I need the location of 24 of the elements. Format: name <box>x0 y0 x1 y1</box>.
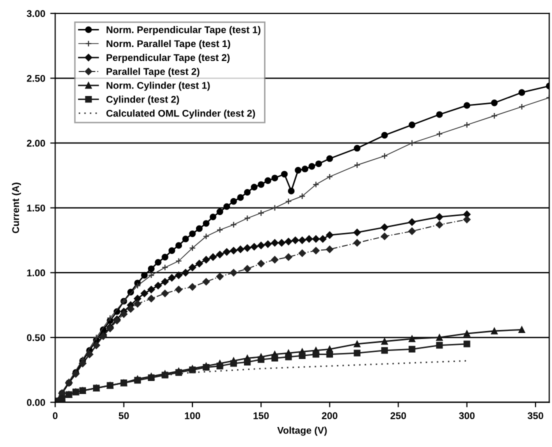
x-tick-label: 300 <box>459 412 475 420</box>
legend-label: Norm. Cylinder (test 1) <box>106 82 210 91</box>
x-tick-label: 250 <box>390 412 406 420</box>
legend-label: Parallel Tape (test 2) <box>106 68 200 77</box>
y-tick-label: 1.50 <box>27 204 46 212</box>
y-tick-label: 2.50 <box>26 74 46 82</box>
x-tick-label: 100 <box>184 412 200 420</box>
y-tick-label: 3.00 <box>26 10 46 18</box>
x-tick-label: 0 <box>52 412 58 420</box>
y-tick-label: 0.00 <box>26 399 46 406</box>
legend-label: Cylinder (test 2) <box>106 96 179 105</box>
y-axis-title: Current (A) <box>12 182 21 234</box>
legend-label: Perpendicular Tape (test 2) <box>106 54 230 63</box>
x-tick-label: 200 <box>322 412 338 420</box>
legend-label: Norm. Perpendicular Tape (test 1) <box>106 26 260 36</box>
x-tick-label: 150 <box>254 412 269 420</box>
x-tick-label: 350 <box>528 412 544 420</box>
x-axis-title: Voltage (V) <box>277 426 327 436</box>
y-tick-label: 0.50 <box>26 334 46 342</box>
x-tick-label: 50 <box>118 412 129 420</box>
legend-label: Calculated OML Cylinder (test 2) <box>106 110 255 119</box>
y-tick-label: 1.00 <box>27 269 46 276</box>
y-tick-label: 2.00 <box>26 140 46 147</box>
legend-label: Norm. Parallel Tape (test 1) <box>106 40 230 50</box>
